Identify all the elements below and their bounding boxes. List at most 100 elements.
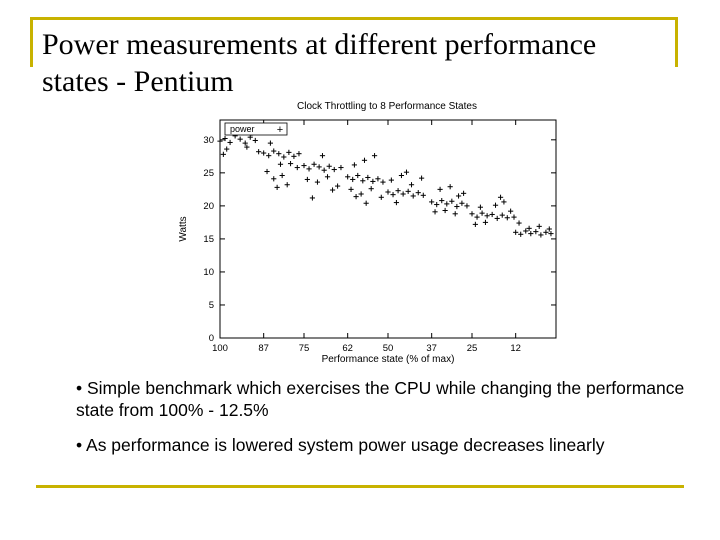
data-point: [370, 178, 376, 185]
data-point: [536, 223, 542, 229]
data-point: [442, 207, 448, 214]
x-tick-label: 50: [383, 343, 394, 354]
data-point: [284, 182, 290, 188]
data-point: [489, 211, 495, 218]
data-point: [419, 175, 425, 181]
data-point: [252, 137, 258, 144]
data-point: [324, 174, 331, 180]
y-tick-label: 20: [203, 201, 214, 212]
data-point: [316, 164, 322, 170]
data-point: [479, 210, 485, 216]
data-point: [271, 176, 277, 182]
data-point: [261, 150, 267, 156]
x-tick-label: 75: [299, 343, 310, 354]
data-point: [368, 186, 374, 192]
data-point: [237, 136, 243, 142]
data-point: [459, 200, 465, 206]
data-point: [358, 191, 364, 197]
data-point: [304, 176, 310, 183]
data-point: [306, 166, 312, 172]
data-point: [408, 182, 415, 188]
data-point: [492, 202, 499, 208]
y-axis: 0 5 10 15 20 25 30: [203, 135, 556, 344]
data-point: [326, 163, 332, 169]
legend-box: [224, 122, 288, 136]
data-point: [380, 179, 386, 185]
data-point: [345, 174, 351, 180]
chart-title: Clock Throttling to 8 Performance States: [297, 101, 477, 112]
left-accent-rule: [30, 17, 33, 67]
y-tick-label: 10: [203, 267, 214, 278]
data-point: [350, 176, 356, 183]
data-point: [314, 179, 321, 185]
x-axis: 100 87 75 62 50 37 25 12: [212, 120, 521, 354]
top-accent-rule: [30, 17, 678, 20]
bullet-item: • Simple benchmark which exercises the C…: [76, 378, 685, 420]
x-tick-label: 12: [510, 343, 521, 354]
data-point: [242, 140, 248, 146]
data-point: [301, 162, 307, 169]
data-point: [410, 193, 416, 199]
data-point: [393, 199, 399, 206]
data-point: [371, 153, 378, 159]
data-point: [311, 161, 317, 167]
data-point: [482, 219, 489, 225]
y-tick-label: 25: [203, 168, 214, 179]
data-point: [400, 191, 406, 197]
data-point: [434, 201, 440, 208]
data-point: [274, 184, 280, 190]
data-point: [355, 172, 361, 179]
data-point: [353, 194, 359, 200]
data-point: [449, 198, 455, 204]
data-point: [497, 194, 504, 200]
data-point: [501, 199, 507, 205]
data-point: [454, 203, 460, 210]
data-point: [348, 186, 354, 192]
data-point: [439, 197, 445, 204]
data-point: [378, 194, 384, 200]
x-tick-label: 25: [467, 343, 478, 354]
data-point: [543, 229, 549, 235]
x-tick-label: 37: [426, 343, 437, 354]
y-axis-label: Watts: [178, 216, 189, 241]
data-point: [361, 157, 368, 163]
data-point: [526, 225, 532, 231]
data-points: [217, 122, 554, 238]
data-point: [538, 232, 544, 238]
data-point: [447, 184, 453, 190]
data-point: [516, 220, 522, 226]
bullet-item: • As performance is lowered system power…: [76, 435, 605, 455]
data-point: [484, 213, 490, 219]
data-point: [279, 172, 285, 179]
data-point: [403, 169, 410, 175]
data-point: [385, 189, 391, 195]
data-point: [331, 166, 337, 173]
x-axis-label: Performance state (% of max): [322, 354, 455, 365]
data-point: [523, 228, 529, 234]
data-point: [321, 167, 327, 173]
data-point: [277, 161, 284, 167]
data-point: [455, 193, 462, 199]
bottom-accent-rule: [36, 485, 684, 488]
data-point: [217, 138, 223, 144]
slide-title: Power measurements at different performa…: [42, 28, 597, 98]
data-point: [296, 151, 302, 157]
data-point: [504, 215, 510, 221]
data-point: [533, 229, 539, 235]
data-point: [464, 203, 470, 209]
data-point: [499, 212, 505, 218]
data-point: [432, 209, 438, 215]
data-point: [429, 199, 435, 205]
data-point: [247, 134, 253, 140]
bullet-list: • Simple benchmark which exercises the C…: [76, 377, 686, 469]
legend-marker: +: [277, 124, 283, 136]
data-point: [444, 201, 450, 207]
data-point: [267, 140, 273, 146]
right-accent-rule: [675, 17, 678, 67]
data-point: [437, 186, 443, 192]
data-point: [469, 211, 475, 217]
data-point: [452, 211, 458, 217]
data-point: [286, 149, 292, 155]
y-tick-label: 0: [209, 333, 214, 344]
x-tick-label: 62: [342, 343, 353, 354]
